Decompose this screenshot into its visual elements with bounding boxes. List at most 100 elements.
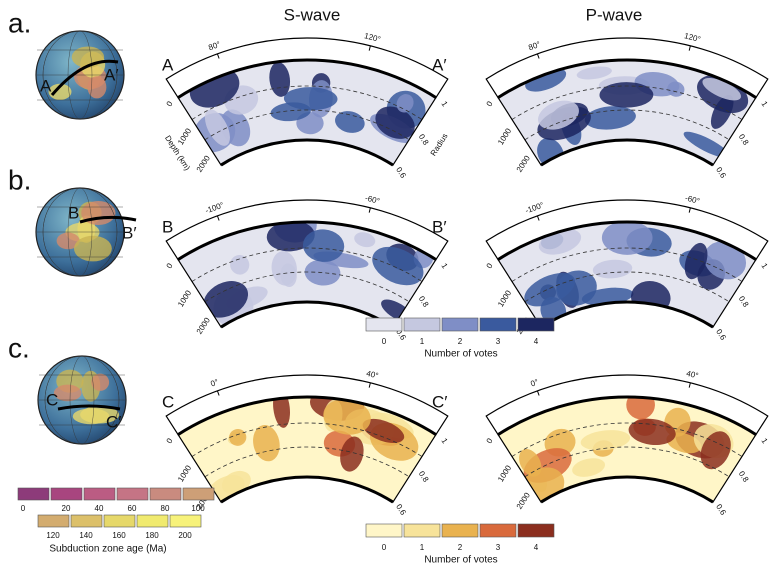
age-label: 180 — [145, 531, 159, 540]
anomaly — [335, 111, 365, 133]
age-label: 120 — [46, 531, 60, 540]
depth-contour — [191, 422, 423, 457]
anomalies — [189, 62, 426, 153]
lon-tick — [536, 215, 540, 221]
scale-label: 0 — [382, 337, 387, 346]
depth-contour — [524, 109, 730, 141]
globe-end: B′ — [122, 223, 137, 242]
anomaly — [269, 62, 291, 97]
scale-label: 0 — [382, 543, 387, 552]
surface — [177, 395, 437, 436]
lon-tick-label: -100° — [524, 200, 545, 215]
land — [87, 76, 107, 99]
depth-contour — [511, 422, 743, 457]
lon-tick-label: 40° — [365, 369, 379, 381]
depth-contour — [191, 85, 423, 120]
panel-label: a. — [8, 7, 31, 38]
age-swatch — [70, 514, 103, 528]
anomaly — [666, 432, 702, 454]
anomaly — [538, 100, 579, 130]
lon-tick — [536, 53, 540, 59]
age-swatch — [50, 487, 83, 501]
depth-tick-label: 0 — [485, 99, 495, 108]
anomaly — [283, 87, 338, 111]
radius-tick-label: 0.6 — [394, 166, 408, 181]
depth-tick-label: 1000 — [496, 288, 513, 308]
age-title: Subduction zone age (Ma) — [49, 544, 166, 555]
age-swatch — [182, 487, 215, 501]
column-title: P-wave — [586, 5, 643, 24]
anomaly — [340, 436, 364, 472]
anomaly — [702, 77, 742, 101]
anomaly — [375, 106, 415, 139]
lon-tick-label: 120° — [683, 31, 701, 44]
anomaly — [229, 428, 247, 446]
depth-tick-label: 0 — [485, 436, 495, 445]
depth-tick-label: 2000 — [195, 154, 212, 174]
scale-swatch — [441, 523, 479, 538]
section-line — [79, 215, 137, 224]
radius-tick-label: 1 — [439, 437, 449, 446]
age-swatch — [116, 487, 149, 501]
radius-tick-label: 1 — [759, 100, 769, 109]
lon-tick-label: 40° — [685, 369, 699, 381]
scale-swatch — [517, 523, 555, 538]
age-swatch — [103, 514, 136, 528]
scale-swatch — [479, 523, 517, 538]
section-end: C′ — [432, 392, 447, 411]
anomaly — [599, 82, 654, 108]
cmb — [220, 300, 394, 329]
depth-contour — [191, 247, 423, 282]
scale-swatch — [403, 523, 441, 538]
scale-label: 2 — [458, 543, 463, 552]
surface — [177, 220, 437, 261]
anomaly — [230, 254, 250, 275]
panel-label: c. — [8, 332, 30, 363]
land — [80, 406, 120, 424]
anomaly — [580, 430, 631, 451]
anomaly — [556, 270, 597, 306]
scale-title: Number of votes — [424, 555, 497, 566]
anomaly — [323, 399, 371, 435]
radius-tick-label: 0.6 — [394, 503, 408, 518]
age-label: 200 — [178, 531, 192, 540]
age-label: 20 — [62, 504, 71, 513]
lon-tick — [688, 382, 691, 388]
lon-tick — [688, 45, 691, 51]
section-start: C — [162, 392, 174, 411]
radius-tick-label: 0.8 — [737, 470, 751, 485]
age-label: 0 — [21, 504, 26, 513]
scale-swatch — [403, 317, 441, 332]
age-swatch — [37, 514, 70, 528]
globe-start: A — [40, 76, 52, 95]
radius-tick-label: 0.8 — [417, 470, 431, 485]
scale-label: 1 — [420, 337, 425, 346]
radius-tick-label: 1 — [439, 100, 449, 109]
surface — [497, 58, 757, 99]
scale-label: 4 — [534, 543, 539, 552]
scale-swatch — [441, 317, 479, 332]
radius-tick-label: 0.6 — [714, 328, 728, 343]
radius-tick-label: 0.8 — [737, 295, 751, 310]
age-swatch — [149, 487, 182, 501]
globe-start: B — [68, 203, 79, 222]
radius-tick-label: 1 — [759, 437, 769, 446]
globe-start: C — [46, 390, 58, 409]
anomaly — [266, 222, 315, 252]
anomaly — [372, 246, 424, 286]
depth-tick-label: 0 — [165, 436, 175, 445]
age-swatch — [83, 487, 116, 501]
lon-tick-label: 80° — [207, 40, 221, 53]
age-label: 100 — [191, 504, 205, 513]
lon-tick-label: 80° — [527, 40, 541, 53]
age-swatch — [169, 514, 202, 528]
anomaly — [354, 232, 376, 248]
radius-tick-label: 1 — [439, 262, 449, 271]
lon-tick — [216, 53, 220, 59]
lon-tick — [216, 390, 220, 396]
cmb — [540, 300, 714, 329]
anomaly — [576, 66, 612, 80]
scale-label: 3 — [496, 543, 501, 552]
section-end: B′ — [432, 217, 447, 236]
lon-tick-label: 0° — [529, 377, 539, 388]
